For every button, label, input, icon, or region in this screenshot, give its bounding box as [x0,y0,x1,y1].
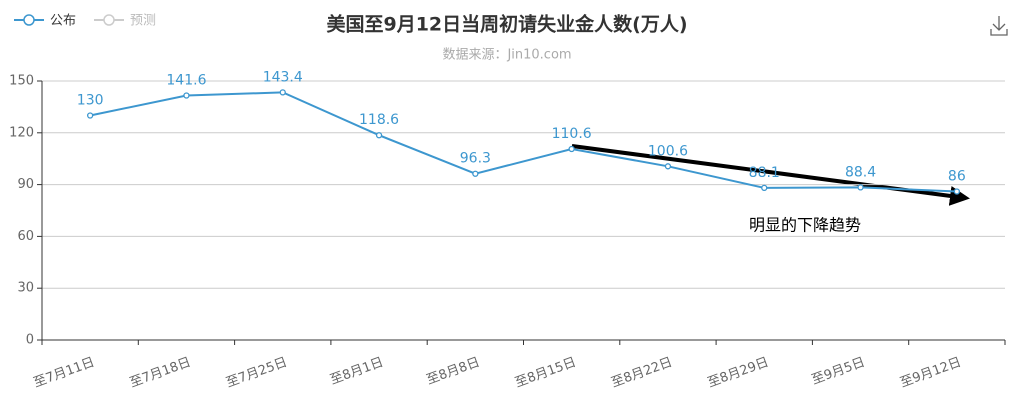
x-tick-label: 至9月12日 [898,355,963,391]
data-point [87,112,94,119]
data-point [664,163,672,170]
data-label: 100.6 [648,143,688,159]
y-tick-label: 150 [9,74,34,89]
series-line [89,91,957,193]
data-label: 86 [948,169,966,185]
legend-marker [23,14,35,26]
data-label: 110.6 [552,126,592,142]
data-label: 143.4 [263,69,303,85]
y-tick-label: 60 [17,229,34,244]
data-label: 88.4 [845,164,876,180]
chart-title: 美国至9月12日当周初请失业金人数(万人) [326,13,687,36]
x-tick-label: 至8月8日 [425,355,482,388]
chart-subtitle: 数据来源：Jin10.com [442,48,571,63]
data-point [857,184,864,191]
x-tick-label: 至8月15日 [513,355,578,391]
y-tick-label: 30 [17,281,34,296]
x-tick-label: 至7月18日 [128,355,193,391]
y-tick-label: 0 [26,333,34,348]
legend-item[interactable]: 公布 [14,14,76,29]
data-point [761,184,768,192]
y-tick-label: 120 [9,125,34,140]
y-tick-label: 90 [17,177,34,192]
legend-label: 预测 [130,14,156,29]
x-tick-label: 至8月1日 [328,355,385,388]
data-label: 96.3 [460,151,491,167]
data-label: 141.6 [166,73,206,89]
legend-item[interactable]: 预测 [94,14,156,29]
data-point [568,145,575,153]
legend-label: 公布 [50,14,76,29]
x-tick-label: 至8月29日 [706,355,771,391]
x-tick-label: 至8月22日 [609,355,674,391]
data-point [472,170,479,177]
legend-marker [103,14,115,26]
x-tick-label: 至7月11日 [32,355,97,391]
data-point [375,132,383,139]
annotation: 明显的下降趋势 [749,216,861,235]
x-tick-label: 至9月5日 [810,355,867,388]
data-point [953,188,960,195]
data-point [183,92,190,99]
download-icon[interactable] [990,16,1008,36]
data-label: 118.6 [359,112,399,128]
data-label: 130 [77,93,104,109]
data-point [279,89,286,96]
x-tick-label: 至7月25日 [224,355,289,391]
data-label: 88.1 [749,165,780,181]
